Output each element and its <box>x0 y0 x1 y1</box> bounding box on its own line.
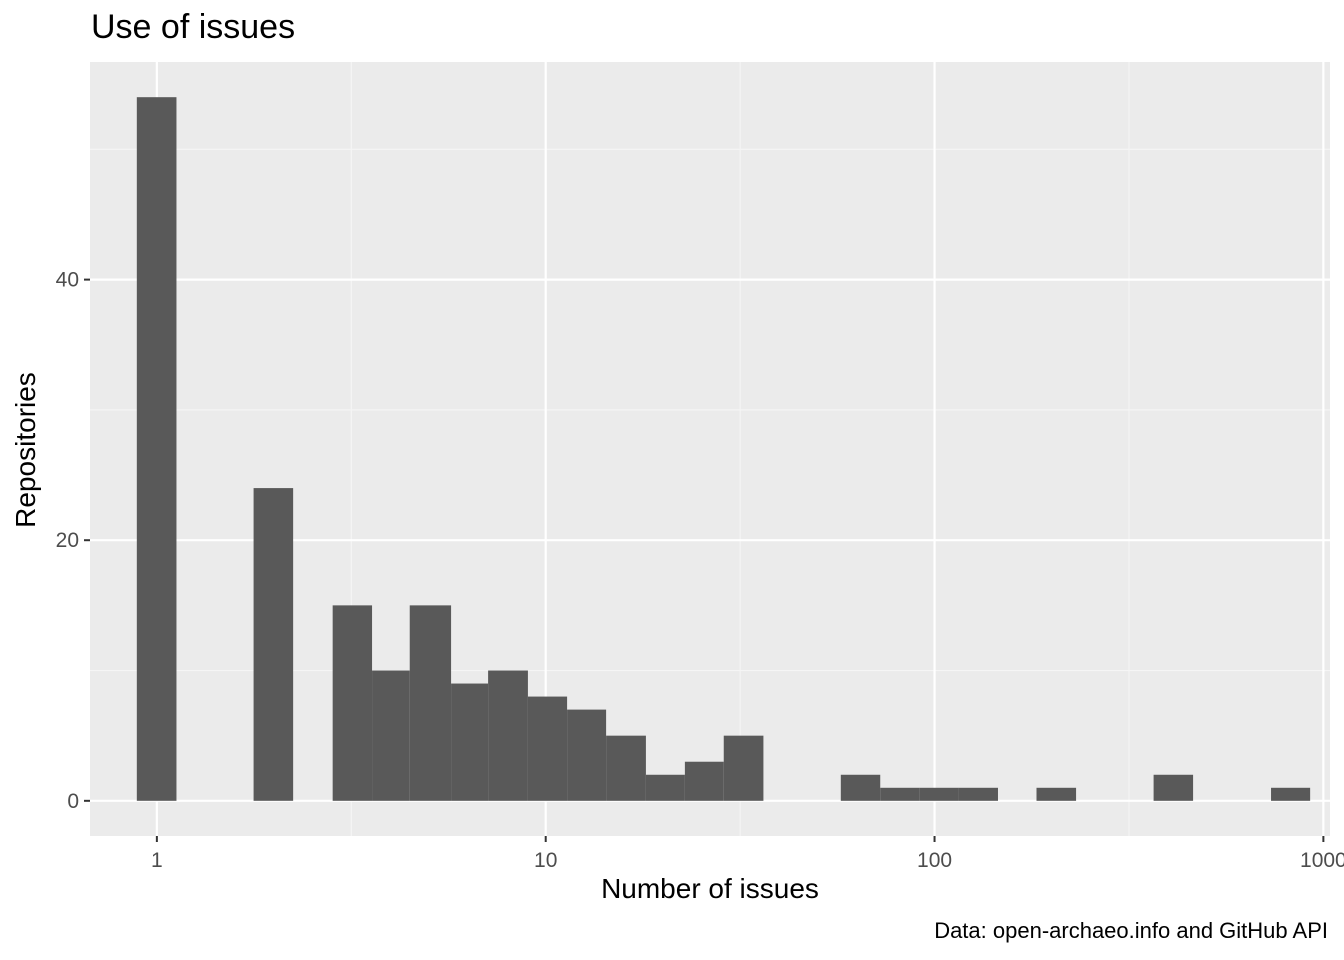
x-tick-label: 1000 <box>1300 849 1344 872</box>
histogram-bar <box>1036 787 1077 801</box>
histogram-bar <box>372 670 410 801</box>
histogram-bar <box>488 670 528 801</box>
y-tick-label: 20 <box>56 529 79 552</box>
x-axis-label: Number of issues <box>601 873 819 904</box>
histogram-bar <box>136 97 177 801</box>
histogram-bar <box>1271 787 1311 801</box>
chart-title: Use of issues <box>91 8 296 46</box>
y-tick-label: 40 <box>56 269 79 292</box>
histogram-bar <box>451 683 489 801</box>
histogram-bar <box>723 735 764 801</box>
histogram-bar <box>527 696 568 801</box>
histogram-bar <box>645 774 685 801</box>
histogram-bar <box>880 787 920 801</box>
histogram-bar <box>606 735 646 801</box>
plot-panel <box>90 62 1330 836</box>
histogram-bar <box>958 787 998 801</box>
x-tick-label: 100 <box>917 849 952 872</box>
x-tick-label: 10 <box>534 849 557 872</box>
y-tick-label: 0 <box>67 790 79 813</box>
chart-caption: Data: open-archaeo.info and GitHub API <box>934 918 1328 943</box>
histogram-bar <box>684 761 724 801</box>
histogram-bar <box>253 488 294 801</box>
histogram-bar <box>919 787 959 801</box>
x-tick-label: 1 <box>151 849 163 872</box>
histogram-bar <box>567 709 607 801</box>
histogram-bar <box>840 774 881 801</box>
histogram-bar <box>409 605 452 801</box>
histogram-bar <box>1153 774 1194 801</box>
histogram-bar <box>332 605 373 801</box>
